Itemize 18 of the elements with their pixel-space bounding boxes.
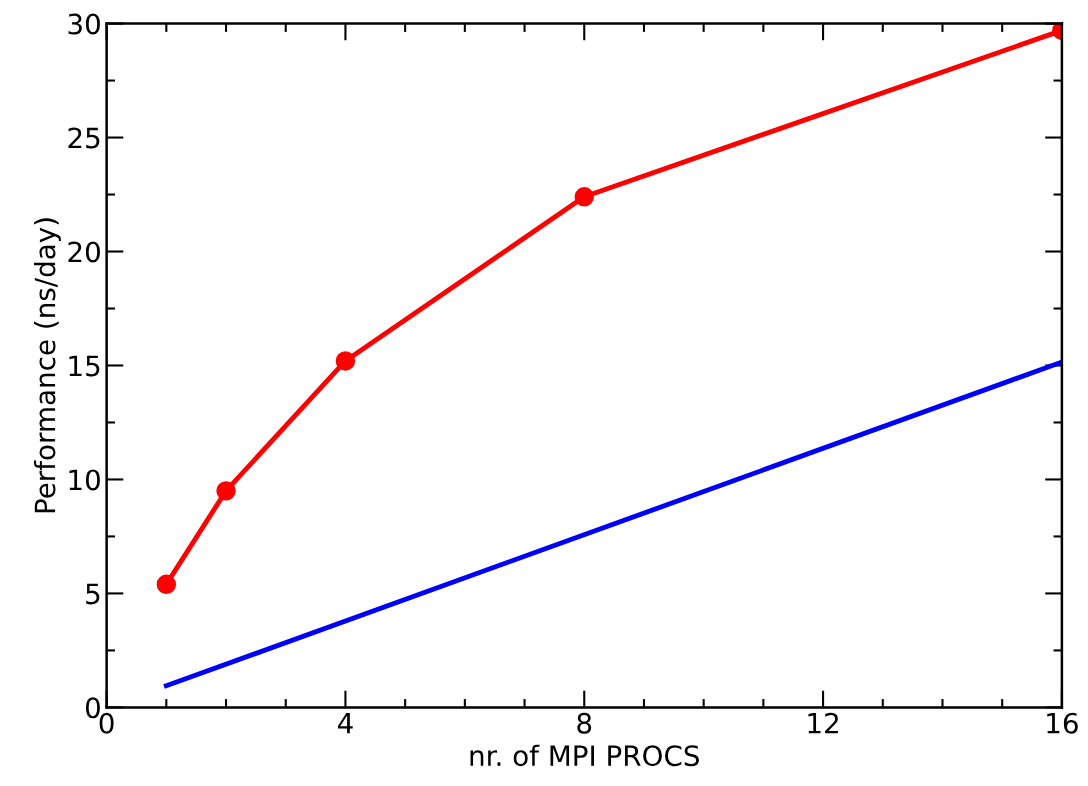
point	[216, 481, 236, 501]
x-tick-label: 16	[1047, 712, 1078, 734]
y-tick-label: 0	[85, 697, 100, 719]
y-tick-label: 30	[68, 13, 100, 35]
point	[574, 187, 594, 207]
x-tick-label: 8	[577, 712, 592, 734]
y-tick-label: 5	[86, 583, 100, 605]
point	[335, 351, 356, 371]
x-tick-label: 12	[808, 712, 838, 734]
y-tick-label: 15	[69, 355, 100, 377]
y-axis-title: Performance (ns/day)	[33, 218, 61, 513]
y-tick-label: 20	[68, 241, 100, 263]
point	[156, 574, 177, 595]
x-tick-label: 4	[337, 713, 353, 734]
y-tick-label: 10	[69, 469, 100, 491]
y-tick-label: 25	[68, 127, 100, 149]
x-tick-label: 0	[99, 712, 114, 734]
x-axis-title: nr. of MPI PROCS	[470, 744, 699, 767]
